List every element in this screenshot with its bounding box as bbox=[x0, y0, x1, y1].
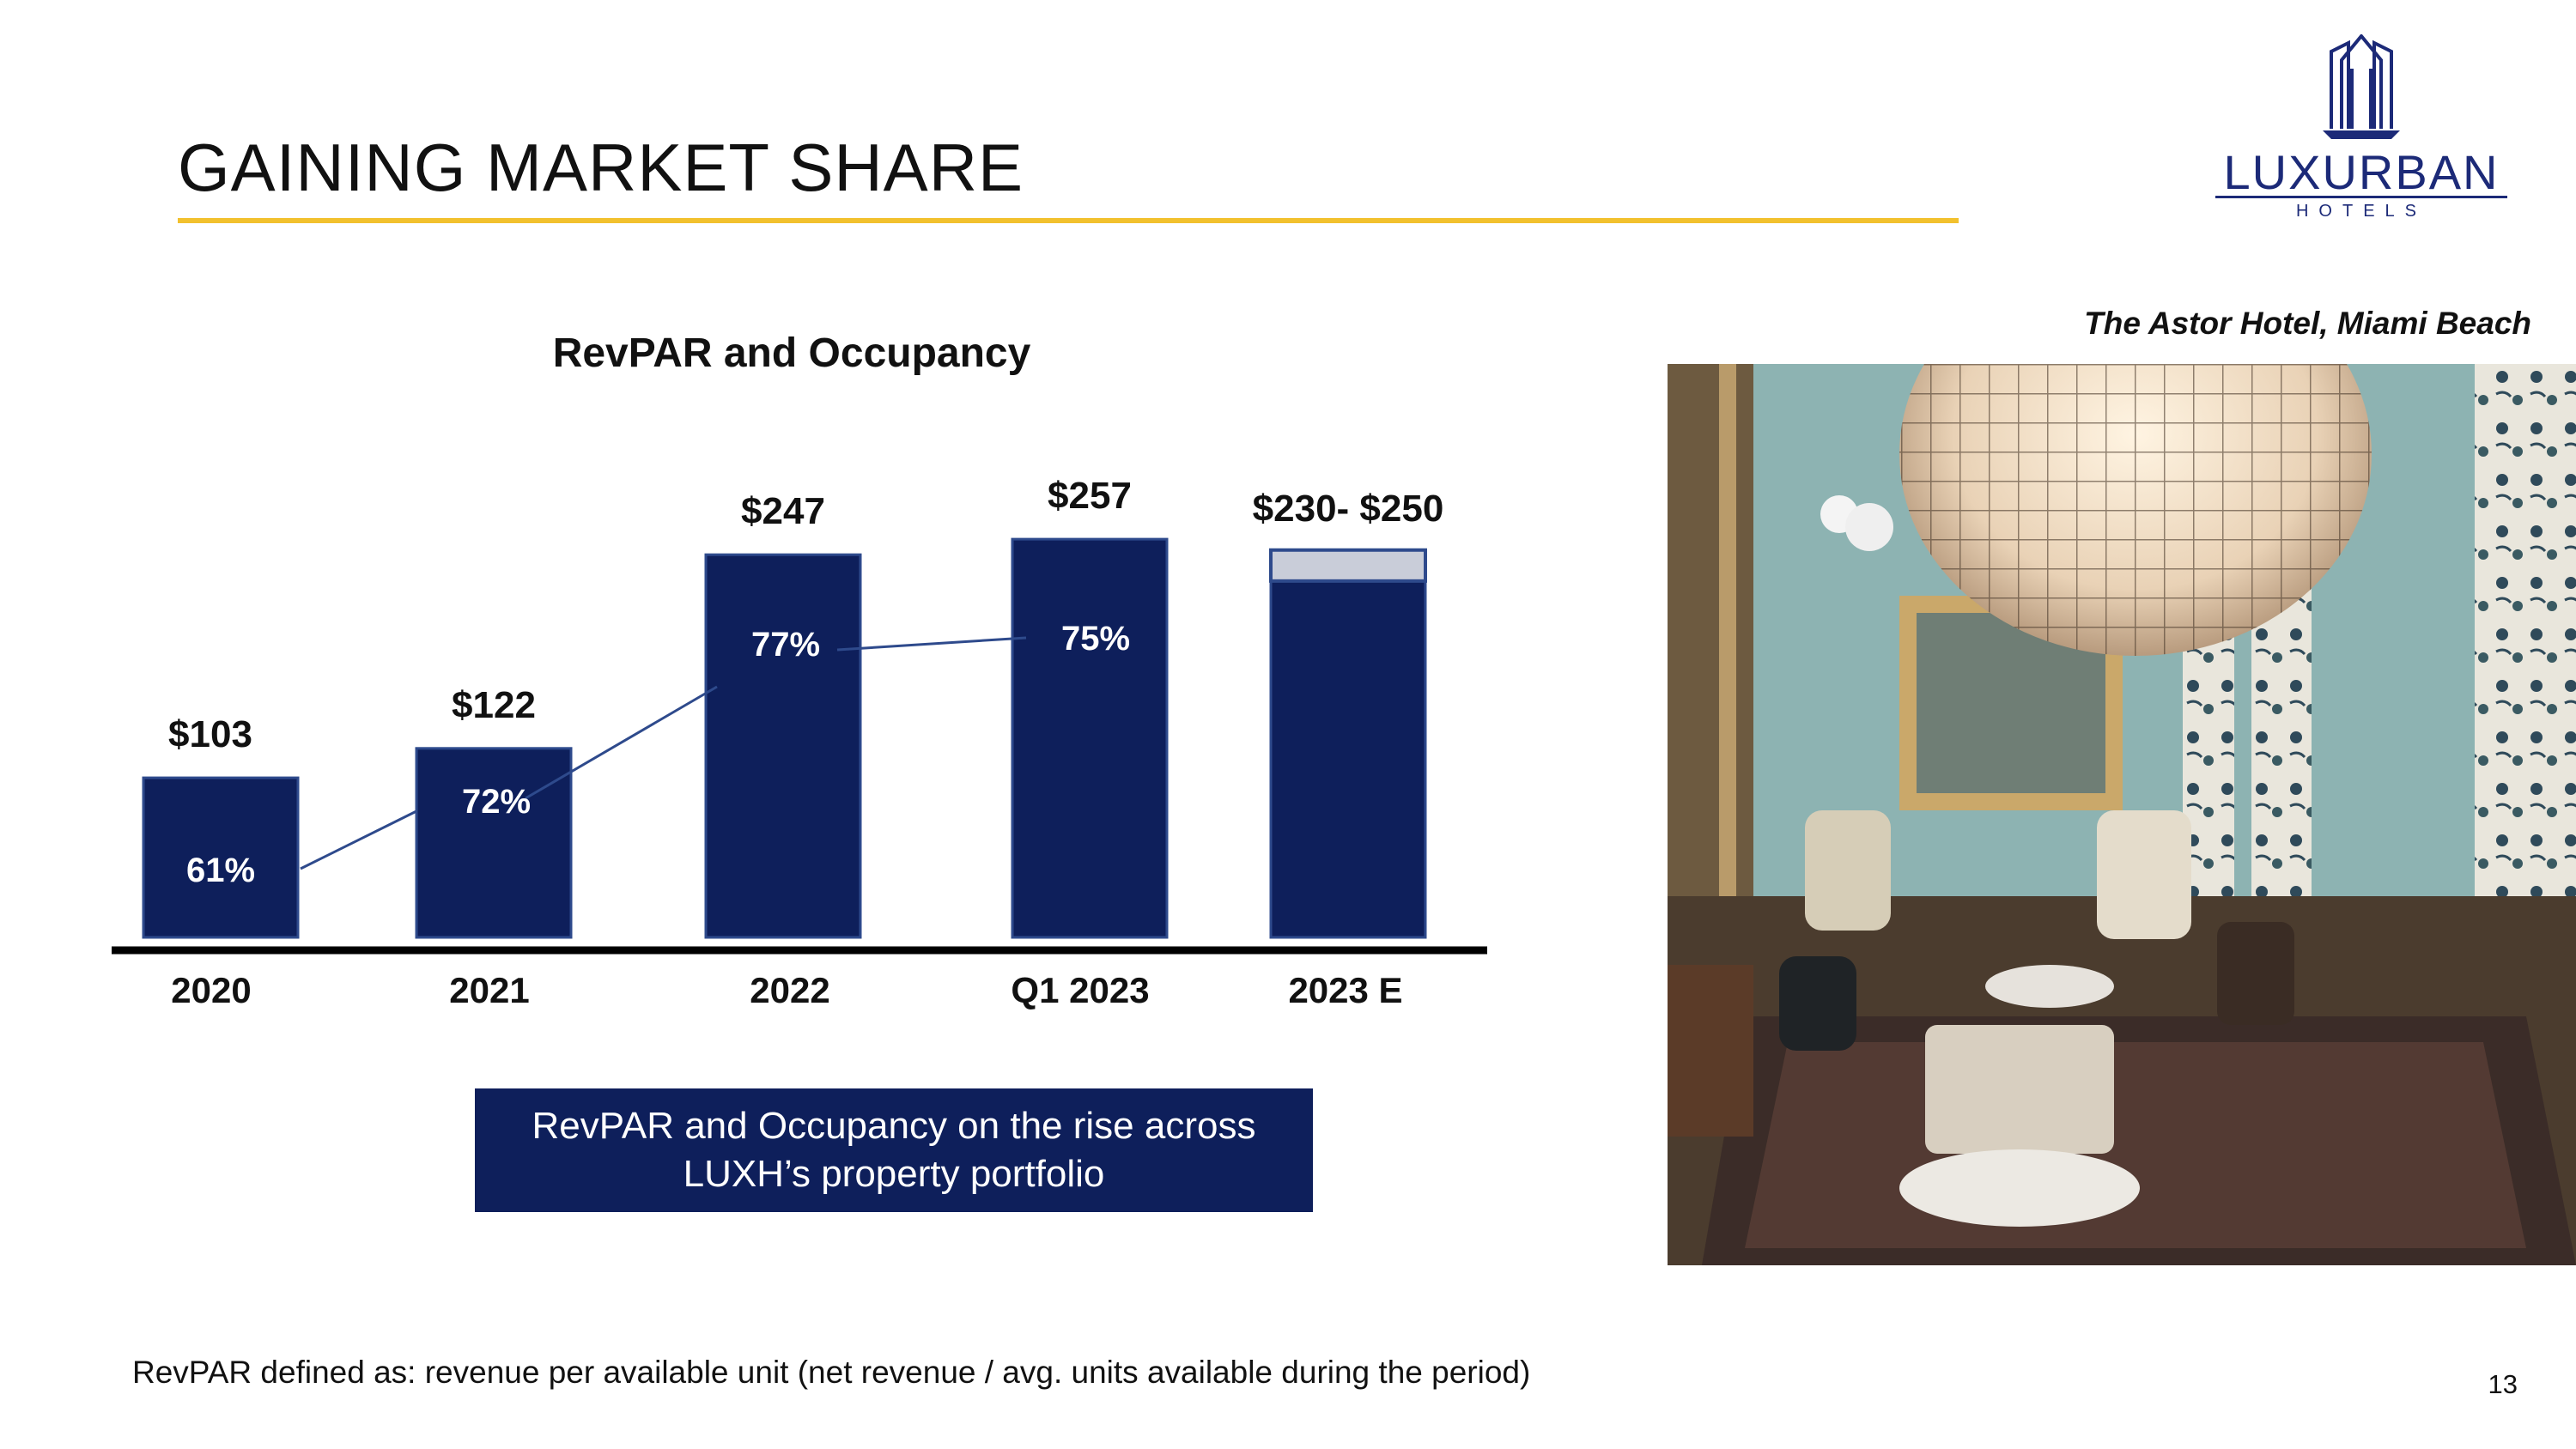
revpar-occupancy-chart: RevPAR and Occupancy $103 $122 $247 $257 $230… bbox=[0, 0, 1546, 1116]
luxurban-logo: LUXURBAN HOTELS bbox=[2198, 34, 2524, 232]
bar-4 bbox=[1269, 579, 1427, 939]
x-tick-label-4: 2023 E bbox=[1288, 970, 1402, 1010]
x-tick-label-3: Q1 2023 bbox=[1011, 970, 1149, 1010]
x-tick-label-0: 2020 bbox=[171, 970, 251, 1010]
title-underline bbox=[178, 218, 1959, 223]
hotel-lobby-illustration bbox=[1668, 364, 2576, 1265]
bar-2 bbox=[704, 553, 862, 939]
page-title: GAINING MARKET SHARE bbox=[178, 130, 1024, 205]
building-logo-icon bbox=[2323, 34, 2400, 139]
bar-value-label-1: $122 bbox=[452, 684, 536, 726]
logo-divider bbox=[2215, 196, 2507, 198]
occupancy-line-segment-1 bbox=[525, 685, 718, 800]
revpar-definition-footnote: RevPAR defined as: revenue per available… bbox=[132, 1355, 1531, 1390]
x-tick-label-2: 2022 bbox=[750, 970, 829, 1010]
logo-subtitle: HOTELS bbox=[2295, 202, 2427, 221]
bar-0 bbox=[142, 776, 300, 939]
bar-1 bbox=[415, 747, 573, 939]
bar-value-label-0: $103 bbox=[168, 713, 252, 755]
occupancy-label-2: 77% bbox=[751, 626, 820, 664]
photo-caption: The Astor Hotel, Miami Beach bbox=[2084, 306, 2531, 341]
logo-wordmark: LUXURBAN bbox=[2223, 145, 2500, 199]
bar-3 bbox=[1011, 537, 1169, 939]
occupancy-label-3: 75% bbox=[1061, 620, 1130, 658]
callout-box: RevPAR and Occupancy on the rise across … bbox=[475, 1088, 1313, 1212]
callout-line-1: RevPAR and Occupancy on the rise across bbox=[532, 1105, 1256, 1147]
page-number: 13 bbox=[2488, 1369, 2518, 1399]
chart-svg: RevPAR and Occupancy $103 $122 $247 $257 $230… bbox=[112, 330, 1487, 1010]
occupancy-label-0: 61% bbox=[186, 852, 255, 889]
occupancy-label-1: 72% bbox=[462, 783, 531, 821]
callout-line-2: LUXH’s property portfolio bbox=[683, 1153, 1105, 1195]
occupancy-line-segment-0 bbox=[300, 809, 417, 870]
occupancy-line-segment-2 bbox=[836, 636, 1027, 652]
chart-title: RevPAR and Occupancy bbox=[553, 330, 1031, 376]
x-tick-label-1: 2021 bbox=[449, 970, 529, 1010]
bar-estimate-range-4 bbox=[1269, 548, 1427, 583]
bar-value-label-4: $230- $250 bbox=[1253, 488, 1444, 530]
bar-value-label-2: $247 bbox=[741, 490, 825, 532]
bar-value-label-3: $257 bbox=[1048, 475, 1132, 517]
hotel-lobby-photo bbox=[1668, 364, 2576, 1265]
